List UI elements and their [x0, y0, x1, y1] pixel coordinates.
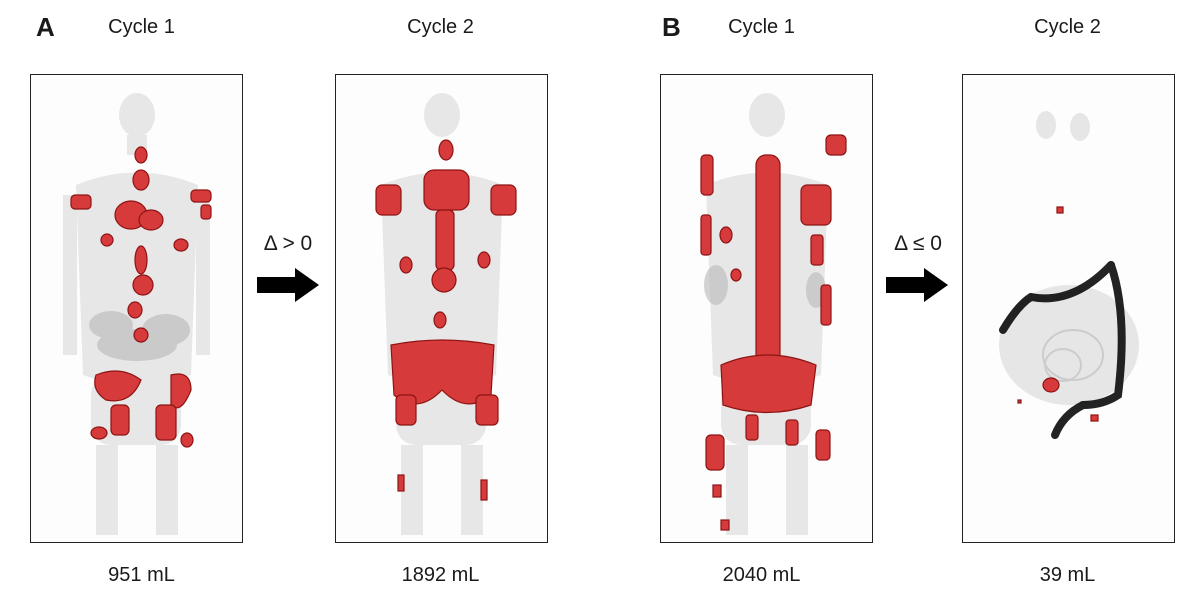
- panel-b-change-label: Δ ≤ 0: [894, 232, 942, 255]
- panel-a-cycle2-pet-scan: [335, 74, 548, 543]
- panel-b-cycle2-pet-scan: [962, 74, 1175, 543]
- right-arrow-icon: [886, 268, 948, 302]
- panel-b-cycle2-title: Cycle 2: [1034, 16, 1101, 38]
- panel-b-letter: B: [662, 12, 681, 42]
- pet-scan-image: [700, 93, 847, 535]
- panel-a-letter: A: [36, 12, 55, 42]
- pet-scan-image: [375, 93, 517, 535]
- panel-a-change-label: Δ > 0: [263, 232, 313, 255]
- pet-scan-image: [63, 93, 212, 535]
- panel-b-cycle2-volume: 39 mL: [1039, 564, 1096, 586]
- pet-scan-image: [999, 111, 1139, 439]
- panel-b-cycle1-title: Cycle 1: [728, 16, 795, 38]
- panel-a-cycle1-volume: 951 mL: [108, 564, 175, 586]
- right-arrow-icon: [257, 268, 319, 302]
- panel-a-cycle2-volume: 1892 mL: [401, 564, 480, 586]
- panel-a-cycle1-title: Cycle 1: [108, 16, 175, 38]
- panel-a-cycle2-title: Cycle 2: [407, 16, 474, 38]
- panel-b-cycle1-volume: 2040 mL: [722, 564, 801, 586]
- panel-a-cycle1-pet-scan: [30, 74, 243, 543]
- panel-b-cycle1-pet-scan: [660, 74, 873, 543]
